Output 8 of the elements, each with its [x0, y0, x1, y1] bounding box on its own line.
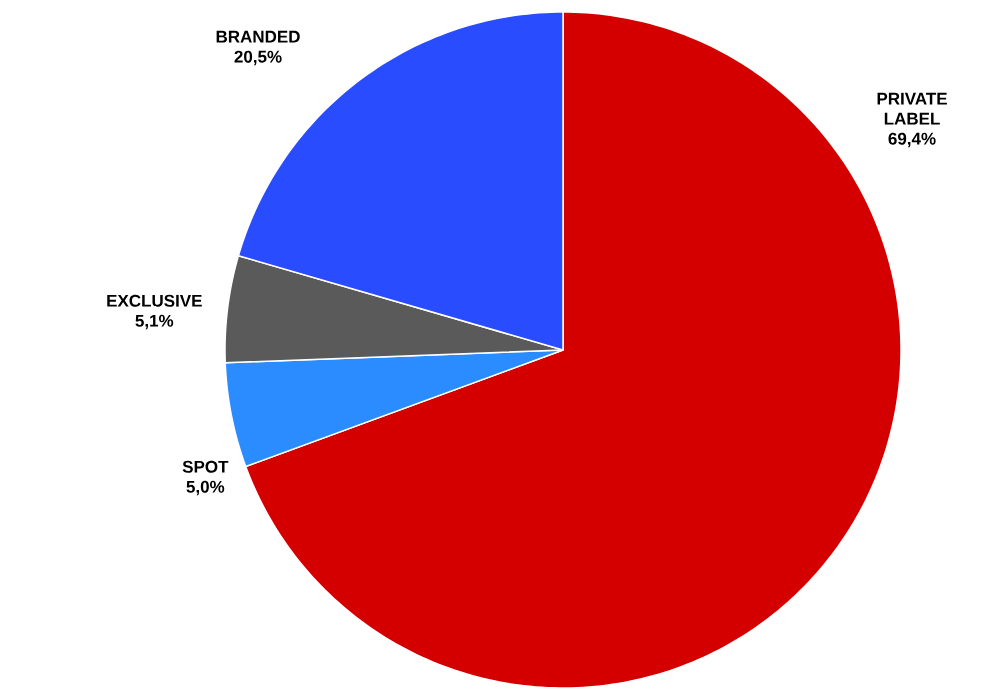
data-label: 5,0%: [186, 480, 225, 496]
data-label: 5,1%: [135, 314, 174, 330]
slice-label: PRIVATE LABEL: [877, 92, 947, 125]
data-label: 20,5%: [234, 50, 282, 66]
slice-label: EXCLUSIVE: [107, 294, 202, 307]
slice-label: BRANDED: [216, 30, 300, 43]
data-label: 69,4%: [888, 132, 936, 148]
slice-label: SPOT: [182, 460, 229, 473]
